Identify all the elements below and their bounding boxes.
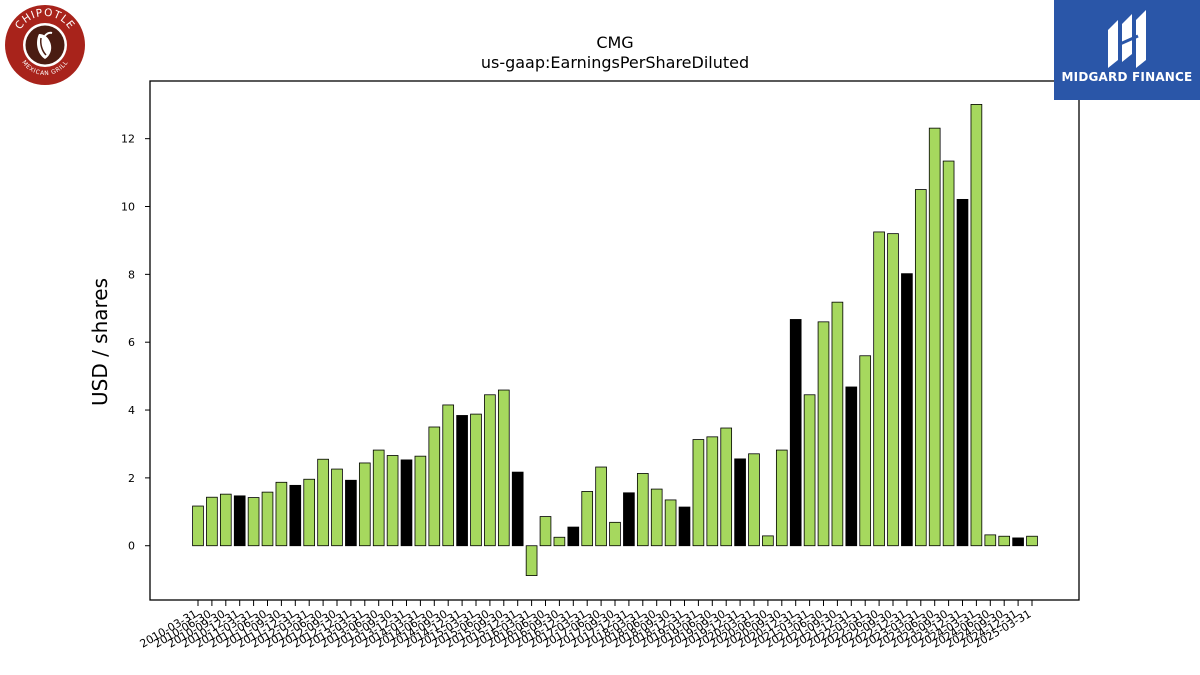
bar-2024-03-31 bbox=[970, 104, 983, 547]
chipotle-logo: CHIPOTLE MEXICAN GRILL bbox=[4, 4, 86, 86]
bar-2010-06-30 bbox=[206, 496, 218, 547]
bar-2022-03-31 bbox=[859, 355, 872, 547]
bar-2013-03-31 bbox=[358, 462, 371, 547]
bar-2013-12-31 bbox=[400, 459, 413, 547]
bar-2012-09-30 bbox=[331, 468, 343, 547]
chart-subtitle: us-gaap:EarningsPerShareDiluted bbox=[481, 53, 749, 72]
bar-2010-03-31 bbox=[192, 505, 204, 547]
bar-2010-12-31 bbox=[233, 495, 246, 547]
bar-2020-09-30 bbox=[775, 449, 788, 547]
bar-2012-03-31 bbox=[303, 478, 316, 547]
chipotle-logo-icon: CHIPOTLE MEXICAN GRILL bbox=[5, 5, 85, 85]
y-axis-ticks: 0 2 4 6 8 10 12 bbox=[121, 133, 150, 553]
bar-2017-09-30 bbox=[609, 521, 621, 547]
bar-2022-06-30 bbox=[873, 231, 885, 547]
plot-frame bbox=[149, 80, 1080, 601]
midgard-brand-text: MIDGARD FINANCE bbox=[1061, 70, 1193, 84]
bar-2024-09-30 bbox=[998, 535, 1011, 547]
bar-2020-12-31 bbox=[789, 319, 802, 547]
bar-2012-12-31 bbox=[345, 479, 357, 547]
bar-2021-09-30 bbox=[831, 301, 844, 547]
bar-2016-03-31 bbox=[525, 545, 538, 576]
bar-2020-03-31 bbox=[748, 453, 760, 547]
y-tick-label: 12 bbox=[121, 133, 135, 146]
x-axis-ticks: 2010-03-312010-06-302010-09-302010-12-31… bbox=[138, 600, 1034, 651]
bar-2021-06-30 bbox=[817, 321, 830, 547]
bar-2017-12-31 bbox=[623, 492, 635, 547]
bar-2021-12-31 bbox=[845, 386, 858, 547]
bar-2023-09-30 bbox=[942, 160, 955, 547]
y-tick-label: 2 bbox=[128, 472, 135, 485]
bar-2011-09-30 bbox=[275, 481, 288, 547]
bar-2010-09-30 bbox=[219, 493, 232, 547]
bar-2015-06-30 bbox=[484, 394, 496, 547]
bars-group bbox=[192, 104, 1038, 576]
bar-2013-09-30 bbox=[386, 455, 399, 547]
bar-2014-12-31 bbox=[456, 415, 468, 547]
y-tick-label: 8 bbox=[128, 268, 135, 281]
bar-2011-12-31 bbox=[289, 484, 302, 547]
bar-2014-09-30 bbox=[442, 404, 455, 547]
bar-2016-06-30 bbox=[539, 516, 552, 547]
midgard-finance-logo: MIDGARD FINANCE bbox=[1054, 0, 1200, 100]
bar-2015-03-31 bbox=[470, 413, 482, 547]
bar-2025-03-31 bbox=[1026, 535, 1038, 547]
bar-2023-06-30 bbox=[928, 127, 941, 547]
bar-2016-12-31 bbox=[567, 526, 580, 547]
bar-2024-12-31 bbox=[1012, 537, 1024, 547]
bar-2015-09-30 bbox=[497, 389, 510, 547]
bar-2013-06-30 bbox=[372, 449, 385, 547]
chart-title: CMG bbox=[596, 33, 633, 52]
y-axis-label: USD / shares bbox=[88, 278, 112, 406]
bar-2018-06-30 bbox=[650, 488, 663, 547]
bar-2017-06-30 bbox=[595, 466, 607, 547]
bar-2022-12-31 bbox=[901, 273, 913, 547]
y-tick-label: 4 bbox=[128, 404, 135, 417]
bar-2019-03-31 bbox=[692, 439, 705, 547]
bar-2014-03-31 bbox=[414, 455, 427, 547]
y-tick-label: 6 bbox=[128, 336, 135, 349]
bar-2011-06-30 bbox=[261, 491, 274, 547]
bar-2019-06-30 bbox=[706, 436, 719, 547]
bar-2019-12-31 bbox=[734, 458, 746, 547]
bar-2018-12-31 bbox=[678, 506, 691, 547]
bar-2023-12-31 bbox=[956, 198, 969, 547]
bar-2015-12-31 bbox=[511, 471, 524, 547]
bar-2016-09-30 bbox=[553, 536, 566, 547]
bar-2021-03-31 bbox=[803, 394, 816, 547]
bar-2014-06-30 bbox=[428, 426, 441, 547]
bar-2023-03-31 bbox=[914, 189, 927, 547]
bar-2022-09-30 bbox=[887, 233, 899, 547]
bar-2018-09-30 bbox=[664, 499, 677, 547]
bar-2019-09-30 bbox=[720, 427, 733, 547]
y-tick-label: 10 bbox=[121, 201, 135, 214]
midgard-mark-icon bbox=[1108, 10, 1146, 68]
bar-2012-06-30 bbox=[317, 458, 329, 547]
y-tick-label: 0 bbox=[128, 540, 135, 553]
bar-2018-03-31 bbox=[636, 473, 649, 547]
bar-2017-03-31 bbox=[581, 491, 594, 547]
bar-2024-06-30 bbox=[984, 534, 997, 547]
bar-2011-03-31 bbox=[247, 497, 260, 547]
bar-2020-06-30 bbox=[762, 535, 774, 547]
